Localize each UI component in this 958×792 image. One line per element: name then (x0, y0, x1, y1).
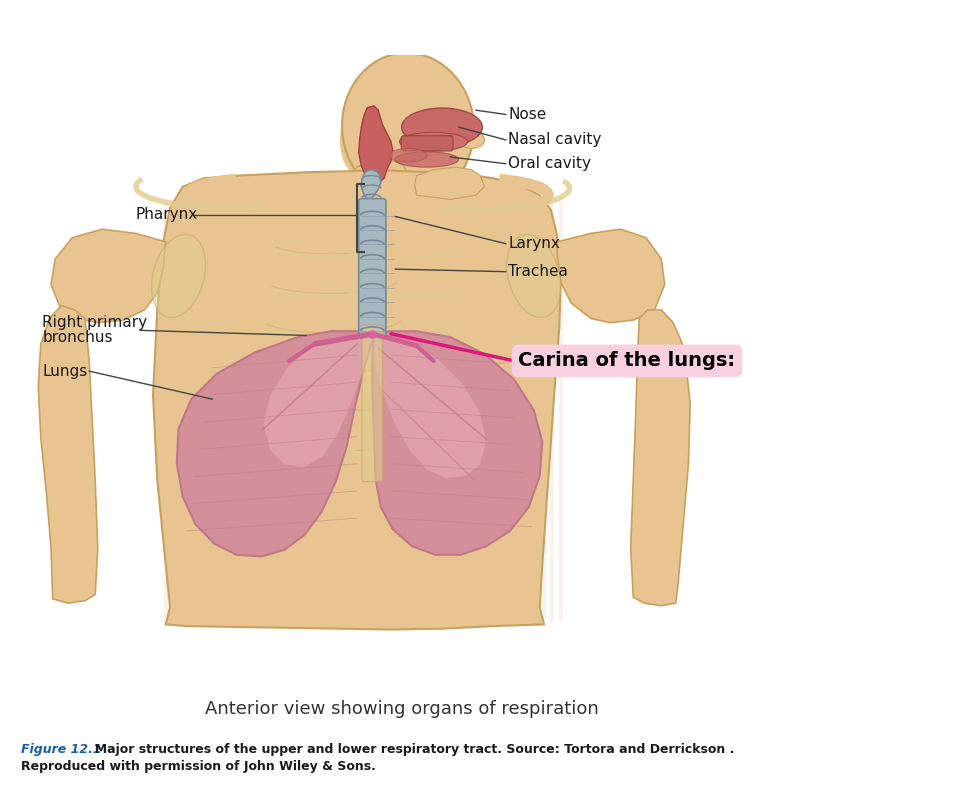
Ellipse shape (395, 152, 459, 167)
Polygon shape (361, 169, 380, 201)
FancyBboxPatch shape (362, 326, 382, 482)
Text: Trachea: Trachea (509, 265, 568, 280)
Text: Figure 12.1: Figure 12.1 (21, 743, 102, 756)
Polygon shape (630, 310, 690, 606)
Text: Anterior view showing organs of respiration: Anterior view showing organs of respirat… (205, 700, 600, 718)
Polygon shape (263, 336, 374, 467)
Ellipse shape (507, 234, 560, 318)
Text: Lungs: Lungs (42, 364, 88, 379)
Polygon shape (415, 167, 485, 200)
Ellipse shape (401, 108, 483, 147)
Ellipse shape (340, 106, 374, 174)
Text: bronchus: bronchus (42, 329, 113, 345)
Text: Right primary: Right primary (42, 315, 148, 330)
Ellipse shape (151, 234, 205, 318)
FancyBboxPatch shape (358, 199, 386, 338)
Ellipse shape (459, 131, 485, 148)
Text: Nasal cavity: Nasal cavity (509, 132, 602, 147)
Polygon shape (557, 229, 665, 322)
Text: Major structures of the upper and lower respiratory tract. Source: Tortora and D: Major structures of the upper and lower … (86, 743, 735, 756)
Polygon shape (177, 331, 374, 557)
Text: Larynx: Larynx (509, 236, 560, 251)
Text: Oral cavity: Oral cavity (509, 156, 591, 171)
Ellipse shape (342, 53, 474, 201)
Ellipse shape (389, 148, 427, 162)
Polygon shape (373, 331, 542, 554)
Text: Nose: Nose (509, 107, 547, 122)
Text: Pharynx: Pharynx (136, 208, 198, 223)
Polygon shape (153, 170, 561, 630)
Text: Reproduced with permission of John Wiley & Sons.: Reproduced with permission of John Wiley… (21, 760, 376, 773)
Polygon shape (353, 160, 408, 201)
Polygon shape (358, 106, 393, 182)
Ellipse shape (399, 132, 468, 151)
Text: Carina of the lungs:: Carina of the lungs: (518, 352, 736, 371)
Polygon shape (51, 229, 166, 322)
FancyBboxPatch shape (401, 135, 453, 151)
Polygon shape (374, 337, 487, 478)
Polygon shape (38, 306, 98, 604)
